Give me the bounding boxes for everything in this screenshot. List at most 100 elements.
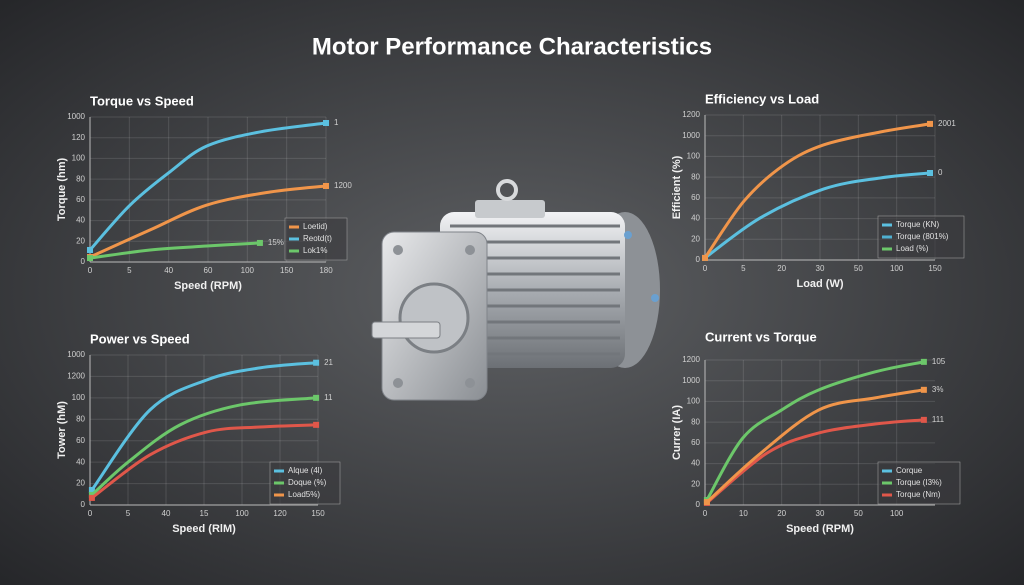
y-tick-label: 0	[696, 500, 701, 509]
x-tick-label: 100	[235, 509, 249, 518]
y-tick-label: 80	[76, 414, 85, 423]
point-marker	[87, 246, 93, 253]
x-tick-label: 5	[127, 266, 132, 275]
y-tick-label: 20	[691, 234, 700, 243]
y-tick-label: 60	[691, 193, 700, 202]
x-axis-label: Speed (RPM)	[174, 280, 242, 292]
chart: Power vs Speed 0 20 40 60 80 100 1200 1000 0 5 40 15…	[56, 331, 341, 535]
point-marker	[920, 386, 927, 393]
x-tick-label: 40	[164, 266, 173, 275]
x-tick-label: 0	[703, 509, 708, 518]
x-tick-label: 40	[162, 509, 171, 518]
legend-label: Load (%)	[896, 244, 929, 253]
series-line	[705, 388, 926, 504]
y-axis-label: Tower (hM)	[56, 401, 68, 459]
series-line	[88, 121, 328, 252]
page-title: Motor Performance Characteristics	[312, 33, 712, 60]
y-tick-label: 1000	[682, 131, 700, 140]
series-line	[88, 184, 328, 259]
x-axis-label: Speed (RPM)	[786, 523, 854, 535]
y-tick-label: 20	[76, 479, 85, 488]
legend-label: Doque (%)	[288, 478, 327, 487]
series-line	[705, 418, 926, 505]
point-marker	[313, 359, 320, 366]
x-tick-label: 0	[703, 264, 708, 273]
x-tick-label: 10	[739, 509, 748, 518]
point-marker	[920, 416, 927, 423]
y-axis-label: Torque (hm)	[56, 157, 68, 221]
point-marker	[313, 394, 320, 401]
chart-title: Power vs Speed	[90, 331, 190, 346]
x-tick-label: 150	[311, 509, 325, 518]
legend-label: Torque (I3%)	[896, 478, 942, 487]
y-tick-label: 1000	[67, 112, 85, 121]
x-tick-label: 60	[204, 266, 213, 275]
point-marker	[927, 170, 934, 176]
point-marker	[88, 494, 95, 501]
series-line	[703, 122, 932, 260]
point-marker	[87, 255, 93, 262]
x-tick-label: 150	[928, 264, 942, 273]
end-label: 0	[938, 168, 943, 177]
x-axis-label: Speed (RlM)	[172, 523, 236, 535]
motor-illustration	[371, 179, 660, 401]
y-tick-label: 60	[691, 438, 700, 447]
end-label: 11	[324, 393, 333, 402]
series-line	[90, 361, 318, 492]
legend-label: Corque	[896, 466, 923, 475]
y-tick-label: 120	[72, 133, 86, 142]
legend-label: Torque (801%)	[896, 232, 949, 241]
series-line	[88, 241, 262, 260]
y-tick-label: 60	[76, 436, 85, 445]
chart-title: Current vs Torque	[705, 329, 817, 344]
y-tick-label: 40	[76, 216, 85, 225]
y-tick-label: 0	[696, 255, 701, 264]
x-tick-label: 5	[126, 509, 131, 518]
end-label: 1200	[334, 181, 352, 190]
y-tick-label: 100	[687, 397, 701, 406]
x-tick-label: 50	[854, 509, 863, 518]
y-tick-label: 60	[76, 195, 85, 204]
x-tick-label: 100	[890, 509, 904, 518]
y-tick-label: 20	[691, 479, 700, 488]
end-label: 15%	[268, 238, 284, 247]
y-tick-label: 40	[76, 457, 85, 466]
series-line	[90, 396, 318, 497]
x-tick-label: 30	[816, 264, 825, 273]
y-tick-label: 1000	[67, 350, 85, 359]
end-label: 2001	[938, 119, 956, 128]
chart-title: Torque vs Speed	[90, 93, 194, 108]
series-line	[703, 171, 932, 260]
y-tick-label: 0	[81, 257, 86, 266]
y-tick-label: 80	[691, 172, 700, 181]
point-marker	[256, 239, 263, 246]
x-tick-label: 50	[854, 264, 863, 273]
y-tick-label: 100	[72, 154, 86, 163]
series-line	[705, 360, 926, 502]
y-tick-label: 1000	[682, 376, 700, 385]
y-tick-label: 40	[691, 459, 700, 468]
point-marker	[927, 120, 934, 127]
end-label: 21	[324, 358, 333, 367]
x-tick-label: 0	[88, 266, 93, 275]
y-axis-label: Currer (IA)	[671, 405, 683, 460]
x-tick-label: 150	[280, 266, 294, 275]
x-tick-label: 120	[273, 509, 287, 518]
legend-label: Loetid)	[303, 222, 328, 231]
x-tick-label: 30	[816, 509, 825, 518]
point-marker	[702, 254, 708, 261]
legend-label: Reotd(t)	[303, 234, 332, 243]
chart-title: Efficiency vs Load	[705, 91, 819, 106]
x-tick-label: 180	[319, 266, 333, 275]
y-tick-label: 20	[76, 236, 85, 245]
y-tick-label: 80	[691, 417, 700, 426]
y-tick-label: 80	[76, 174, 85, 183]
x-tick-label: 15	[200, 509, 209, 518]
y-axis-label: Efficient (%)	[671, 155, 683, 219]
legend-box	[877, 215, 965, 259]
y-tick-label: 1200	[67, 372, 85, 381]
y-tick-label: 100	[72, 393, 86, 402]
legend-label: Torque (Nm)	[896, 490, 941, 499]
